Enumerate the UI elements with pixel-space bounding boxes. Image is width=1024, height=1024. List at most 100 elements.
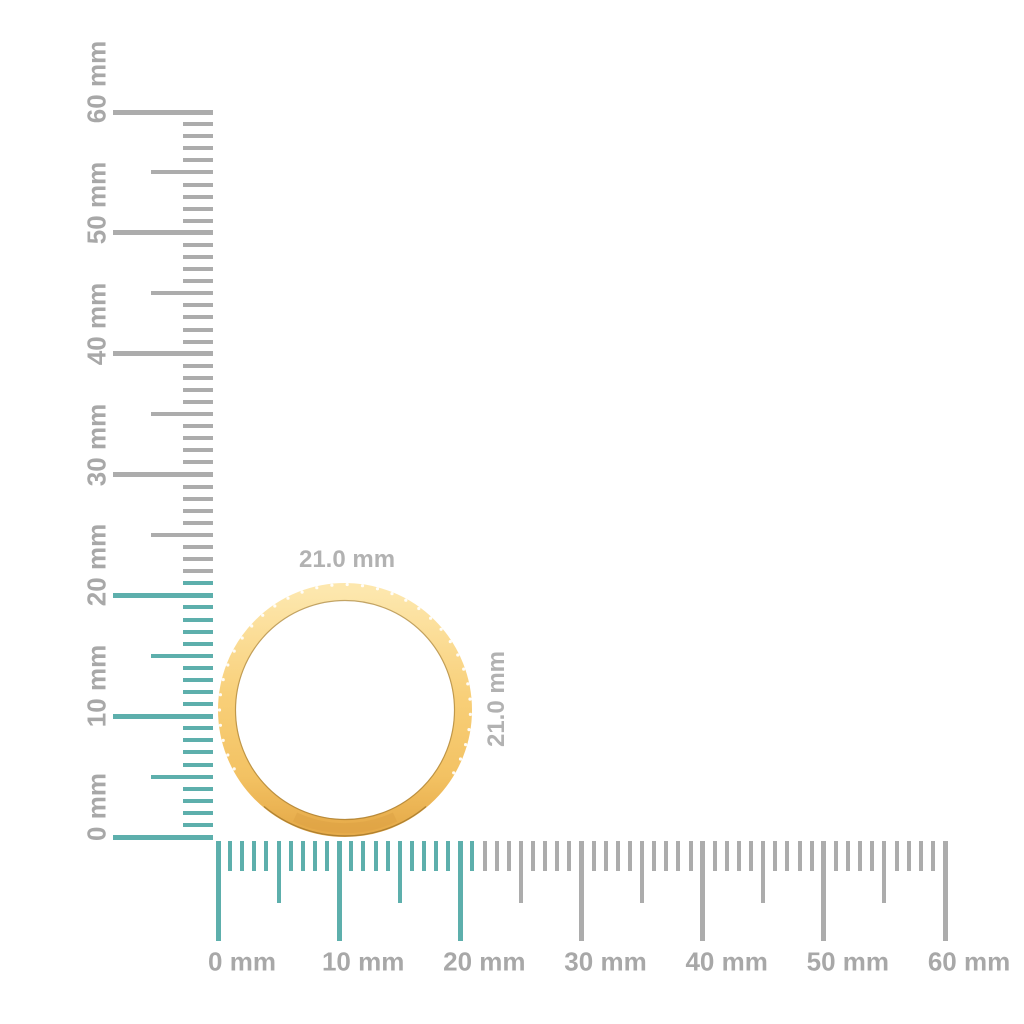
horizontal-ruler-tick <box>228 841 233 871</box>
vertical-ruler-tick <box>183 218 213 223</box>
horizontal-ruler-tick <box>942 841 948 941</box>
vertical-ruler-tick <box>183 436 213 441</box>
vertical-ruler-tick <box>151 774 213 779</box>
horizontal-ruler-tick <box>797 841 802 871</box>
vertical-ruler-tick <box>183 484 213 489</box>
vertical-ruler-tick <box>183 255 213 260</box>
vertical-ruler-tick <box>183 569 213 574</box>
horizontal-ruler-tick <box>385 841 390 871</box>
ring-band <box>218 583 472 837</box>
horizontal-ruler-tick <box>325 841 330 871</box>
vertical-ruler-tick <box>113 713 213 719</box>
horizontal-ruler-tick <box>397 841 402 903</box>
vertical-ruler-tick <box>183 363 213 368</box>
horizontal-ruler-tick <box>603 841 608 871</box>
vertical-ruler-tick <box>113 230 213 236</box>
horizontal-ruler-tick <box>894 841 899 871</box>
horizontal-ruler-tick <box>215 841 221 941</box>
horizontal-ruler-label: 50 mm <box>806 946 890 977</box>
horizontal-ruler-tick <box>531 841 536 871</box>
vertical-ruler-tick <box>113 109 213 115</box>
vertical-ruler-tick <box>183 822 213 827</box>
vertical-ruler-tick <box>183 400 213 404</box>
horizontal-ruler-tick <box>446 841 451 871</box>
vertical-ruler-tick <box>183 424 213 429</box>
horizontal-ruler-label: 30 mm <box>564 946 647 977</box>
vertical-ruler-tick <box>183 182 213 187</box>
vertical-ruler-tick <box>183 617 213 622</box>
vertical-ruler-tick <box>183 786 213 791</box>
horizontal-ruler-tick <box>652 841 657 871</box>
vertical-ruler-tick <box>183 339 213 344</box>
horizontal-ruler-tick <box>930 841 935 871</box>
horizontal-ruler-tick <box>833 841 838 871</box>
horizontal-ruler-tick <box>470 841 475 871</box>
horizontal-ruler-tick <box>615 841 620 871</box>
horizontal-ruler-tick <box>409 841 414 871</box>
horizontal-ruler-tick <box>712 841 717 871</box>
horizontal-ruler-tick <box>312 841 317 871</box>
horizontal-ruler-tick <box>252 841 257 871</box>
vertical-ruler-tick <box>183 690 213 694</box>
vertical-ruler-tick <box>183 267 213 272</box>
horizontal-ruler-tick <box>349 841 354 871</box>
vertical-ruler-tick <box>183 665 213 670</box>
horizontal-ruler-tick <box>579 841 584 941</box>
horizontal-ruler-tick <box>543 841 548 871</box>
vertical-ruler-tick <box>151 291 213 296</box>
horizontal-ruler-label: 20 mm <box>443 946 526 977</box>
horizontal-ruler-tick <box>421 841 426 871</box>
vertical-ruler-tick <box>183 557 213 562</box>
horizontal-ruler-tick <box>870 841 875 871</box>
horizontal-ruler-tick <box>591 841 596 871</box>
horizontal-ruler-tick <box>700 841 706 941</box>
vertical-ruler-tick <box>183 798 213 803</box>
vertical-ruler-tick <box>113 834 213 840</box>
horizontal-ruler-tick <box>288 841 293 871</box>
ring-outer-bottom-edge <box>263 805 427 837</box>
vertical-ruler-tick <box>183 508 213 513</box>
horizontal-ruler-tick <box>457 841 463 941</box>
horizontal-ruler-tick <box>664 841 669 871</box>
horizontal-ruler-tick <box>518 841 523 903</box>
ring-inner-edge <box>234 599 456 821</box>
vertical-ruler-tick <box>183 460 213 465</box>
vertical-ruler-tick <box>183 750 213 755</box>
horizontal-ruler-label: 40 mm <box>685 946 768 977</box>
horizontal-ruler-tick <box>264 841 269 871</box>
ring-bottom-shade <box>292 812 398 834</box>
vertical-ruler-tick <box>183 134 213 139</box>
horizontal-ruler-tick <box>773 841 778 871</box>
vertical-ruler-tick <box>183 448 213 453</box>
vertical-ruler-tick <box>151 170 213 175</box>
vertical-ruler-tick <box>183 545 213 549</box>
vertical-ruler-tick <box>151 532 213 537</box>
vertical-ruler-tick <box>183 122 213 127</box>
vertical-ruler-tick <box>183 242 213 247</box>
vertical-ruler-tick <box>183 810 213 815</box>
horizontal-ruler-tick <box>785 841 790 871</box>
vertical-ruler-tick <box>183 158 213 163</box>
vertical-ruler-tick <box>183 520 213 525</box>
horizontal-ruler-tick <box>821 841 827 941</box>
horizontal-ruler-tick <box>724 841 729 871</box>
horizontal-ruler-tick <box>567 841 572 871</box>
vertical-ruler-tick <box>113 351 213 357</box>
horizontal-ruler-tick <box>494 841 499 871</box>
vertical-ruler-tick <box>113 472 213 477</box>
horizontal-ruler-tick <box>882 841 887 903</box>
gold-ring-image <box>217 582 472 837</box>
horizontal-ruler-tick <box>373 841 378 871</box>
vertical-ruler-tick <box>183 375 213 380</box>
vertical-ruler-tick <box>183 315 213 320</box>
vertical-ruler-tick <box>151 653 213 658</box>
horizontal-ruler-tick <box>906 841 911 871</box>
vertical-ruler-tick <box>183 702 213 707</box>
horizontal-ruler-label: 60 mm <box>927 946 1011 977</box>
horizontal-ruler-tick <box>688 841 693 871</box>
vertical-ruler-tick <box>183 605 213 610</box>
ring-pave-stones <box>217 582 472 775</box>
horizontal-ruler-tick <box>240 841 245 871</box>
